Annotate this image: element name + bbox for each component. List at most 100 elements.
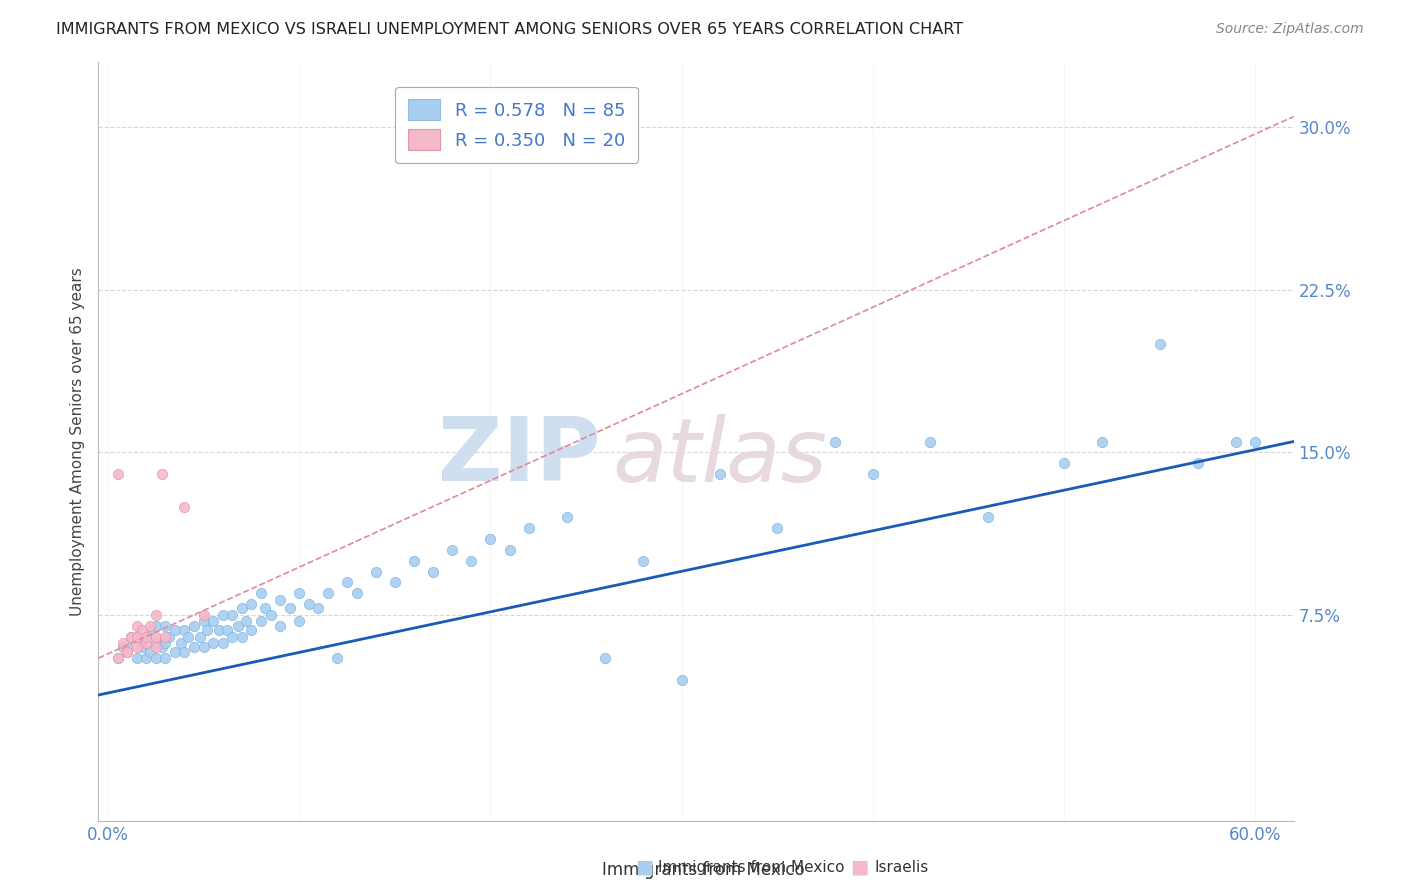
Point <box>231 601 253 615</box>
Point <box>240 597 263 611</box>
Point <box>193 640 215 655</box>
Point <box>259 607 281 622</box>
Text: ZIP: ZIP <box>437 413 600 500</box>
Point <box>173 623 195 637</box>
Point <box>177 630 200 644</box>
Point <box>316 586 339 600</box>
Point <box>183 618 205 632</box>
Point <box>555 510 578 524</box>
Point <box>125 651 148 665</box>
Point <box>288 586 311 600</box>
Point <box>145 618 167 632</box>
Point <box>107 467 129 481</box>
Point <box>326 651 349 665</box>
Text: IMMIGRANTS FROM MEXICO VS ISRAELI UNEMPLOYMENT AMONG SENIORS OVER 65 YEARS CORRE: IMMIGRANTS FROM MEXICO VS ISRAELI UNEMPL… <box>56 22 963 37</box>
Point <box>288 615 311 629</box>
Point <box>250 586 273 600</box>
Point <box>422 565 444 579</box>
Point <box>1053 456 1076 470</box>
Point <box>125 630 148 644</box>
Point <box>226 618 249 632</box>
Point <box>1225 434 1247 449</box>
Point <box>135 630 157 644</box>
Point <box>139 618 162 632</box>
Point <box>278 601 301 615</box>
Text: atlas: atlas <box>613 414 827 500</box>
Point <box>1091 434 1114 449</box>
Point <box>169 636 191 650</box>
Point <box>346 586 368 600</box>
Point <box>163 623 186 637</box>
Point <box>633 554 655 568</box>
Text: Israelis: Israelis <box>875 860 929 874</box>
Point <box>336 575 359 590</box>
Point <box>193 615 215 629</box>
Point <box>183 640 205 655</box>
Point <box>211 607 233 622</box>
Point <box>593 651 616 665</box>
Point <box>269 618 291 632</box>
Point <box>1149 337 1171 351</box>
Point <box>517 521 540 535</box>
Point <box>150 467 173 481</box>
Point <box>135 630 157 644</box>
Point <box>115 640 138 655</box>
Point <box>298 597 321 611</box>
Point <box>364 565 387 579</box>
Point <box>150 640 173 655</box>
Point <box>139 623 162 637</box>
Point <box>145 607 167 622</box>
Point <box>155 618 177 632</box>
Point <box>460 554 482 568</box>
Point <box>145 651 167 665</box>
Point <box>709 467 731 481</box>
Point <box>1187 456 1209 470</box>
Point <box>221 630 243 644</box>
Point <box>441 542 464 557</box>
Point <box>307 601 329 615</box>
Point <box>402 554 425 568</box>
Point <box>498 542 520 557</box>
Point <box>671 673 693 687</box>
Text: Immigrants from Mexico: Immigrants from Mexico <box>658 860 845 874</box>
Point <box>112 636 135 650</box>
Point <box>766 521 789 535</box>
Point <box>215 623 238 637</box>
Point <box>202 636 225 650</box>
Point <box>125 618 148 632</box>
Text: ■: ■ <box>851 857 869 877</box>
Point <box>115 645 138 659</box>
Point <box>131 640 153 655</box>
Point <box>125 630 148 644</box>
Point <box>250 615 273 629</box>
Point <box>139 645 162 659</box>
Point <box>107 651 129 665</box>
Point <box>145 636 167 650</box>
Point <box>120 630 142 644</box>
Point <box>173 645 195 659</box>
Point <box>824 434 846 449</box>
Point <box>145 640 167 655</box>
Point <box>221 607 243 622</box>
Point <box>479 532 502 546</box>
Point <box>862 467 884 481</box>
Point <box>107 651 129 665</box>
Point <box>193 607 215 622</box>
Point <box>253 601 276 615</box>
Point <box>269 592 291 607</box>
Y-axis label: Unemployment Among Seniors over 65 years: Unemployment Among Seniors over 65 years <box>69 268 84 615</box>
Point <box>211 636 233 650</box>
Point <box>131 623 153 637</box>
Point <box>145 630 167 644</box>
Point <box>157 630 180 644</box>
Legend: R = 0.578   N = 85, R = 0.350   N = 20: R = 0.578 N = 85, R = 0.350 N = 20 <box>395 87 638 162</box>
Point <box>976 510 998 524</box>
Point <box>155 630 177 644</box>
Point <box>163 645 186 659</box>
Point <box>240 623 263 637</box>
Point <box>384 575 406 590</box>
Point <box>135 636 157 650</box>
Point <box>112 640 135 655</box>
Text: ■: ■ <box>636 857 654 877</box>
Point <box>235 615 257 629</box>
